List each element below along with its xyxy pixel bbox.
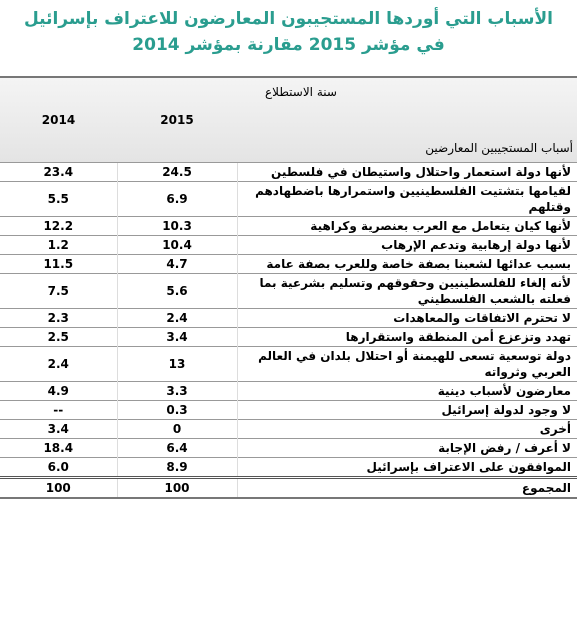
value-cell: 6.4 — [117, 438, 238, 458]
value-cell: 8.9 — [117, 457, 238, 478]
table-row: لأنها دولة إرهابية وتدعم الإرهاب 10.4 1.2 — [0, 235, 577, 255]
value-cell: 10.3 — [117, 216, 238, 236]
table-row: لأنها كيان يتعامل مع العرب بعنصرية وكراه… — [0, 216, 577, 236]
reason-cell: الموافقون على الاعتراف بإسرائيل — [237, 457, 577, 478]
reason-cell: دولة توسعية تسعى للهيمنة أو احتلال بلدان… — [237, 346, 577, 382]
reason-cell: تهدد وتزعزع أمن المنطقة واستقرارها — [237, 327, 577, 347]
value-cell: 10.4 — [117, 235, 238, 255]
value-cell: 18.4 — [0, 438, 118, 458]
value-cell: 100 — [117, 476, 238, 499]
value-cell: 2.4 — [0, 346, 118, 382]
table-body: لأنها دولة استعمار واحتلال واستيطان في ف… — [0, 162, 577, 499]
reason-cell: لأنها كيان يتعامل مع العرب بعنصرية وكراه… — [237, 216, 577, 236]
value-cell: 3.3 — [117, 381, 238, 401]
value-cell: 4.9 — [0, 381, 118, 401]
reason-cell: معارضون لأسباب دينية — [237, 381, 577, 401]
value-cell: 7.5 — [0, 273, 118, 309]
header-row: سنة الاستطلاع أسباب المستجيبين المعارضين… — [0, 76, 577, 163]
table-row: لأنه إلغاء للفلسطينيين وحقوقهم وتسليم بش… — [0, 273, 577, 309]
reason-cell: لأنه إلغاء للفلسطينيين وحقوقهم وتسليم بش… — [237, 273, 577, 309]
value-cell: 23.4 — [0, 162, 118, 182]
value-cell: 100 — [0, 476, 118, 499]
value-cell: 3.4 — [0, 419, 118, 439]
table-row: أخرى 0 3.4 — [0, 419, 577, 439]
reason-cell: لا أعرف / رفض الإجابة — [237, 438, 577, 458]
value-cell: 2.3 — [0, 308, 118, 328]
reason-cell: بسبب عدائها لشعبنا بصفة خاصة وللعرب بصفة… — [237, 254, 577, 274]
reason-cell: لقيامها بتشتيت الفلسطينيين واستمرارها با… — [237, 181, 577, 217]
value-cell: 4.7 — [117, 254, 238, 274]
value-cell: 6.0 — [0, 457, 118, 478]
reason-cell: أخرى — [237, 419, 577, 439]
table-row: تهدد وتزعزع أمن المنطقة واستقرارها 3.4 2.5 — [0, 327, 577, 347]
value-cell: 5.6 — [117, 273, 238, 309]
table-row: معارضون لأسباب دينية 3.3 4.9 — [0, 381, 577, 401]
table-row: الموافقون على الاعتراف بإسرائيل 8.9 6.0 — [0, 457, 577, 478]
title-line: في مؤشر 2015 مقارنة بمؤشر 2014 — [132, 35, 445, 55]
value-cell: 1.2 — [0, 235, 118, 255]
column-header: 2015 — [117, 76, 237, 163]
value-cell: 2.4 — [117, 308, 238, 328]
table-row: لا تحترم الاتفاقات والمعاهدات 2.4 2.3 — [0, 308, 577, 328]
corner-bottom: أسباب المستجيبين المعارضين — [425, 141, 573, 155]
value-cell: 13 — [117, 346, 238, 382]
table: سنة الاستطلاع أسباب المستجيبين المعارضين… — [0, 76, 577, 499]
value-cell: 0 — [117, 419, 238, 439]
value-cell: -- — [0, 400, 118, 420]
title: الأسباب التي أوردها المستجيبون المعارضون… — [0, 0, 577, 76]
value-cell: 2.5 — [0, 327, 118, 347]
value-cell: 0.3 — [117, 400, 238, 420]
table-row: المجموع 100 100 — [0, 476, 577, 499]
table-row: لأنها دولة استعمار واحتلال واستيطان في ف… — [0, 162, 577, 182]
table-row: لا وجود لدولة إسرائيل 0.3 -- — [0, 400, 577, 420]
reason-cell: لا وجود لدولة إسرائيل — [237, 400, 577, 420]
corner-top: سنة الاستطلاع — [265, 85, 337, 99]
value-cell: 24.5 — [117, 162, 238, 182]
value-cell: 6.9 — [117, 181, 238, 217]
value-cell: 3.4 — [117, 327, 238, 347]
table-row: لا أعرف / رفض الإجابة 6.4 18.4 — [0, 438, 577, 458]
table-row: دولة توسعية تسعى للهيمنة أو احتلال بلدان… — [0, 346, 577, 382]
title-line: الأسباب التي أوردها المستجيبون المعارضون… — [23, 9, 554, 29]
reason-cell: المجموع — [237, 476, 577, 499]
value-cell: 12.2 — [0, 216, 118, 236]
reason-cell: لأنها دولة استعمار واحتلال واستيطان في ف… — [237, 162, 577, 182]
corner-cell: سنة الاستطلاع أسباب المستجيبين المعارضين — [237, 76, 577, 163]
value-cell: 5.5 — [0, 181, 118, 217]
reason-cell: لأنها دولة إرهابية وتدعم الإرهاب — [237, 235, 577, 255]
column-header: 2014 — [0, 76, 117, 163]
table-row: بسبب عدائها لشعبنا بصفة خاصة وللعرب بصفة… — [0, 254, 577, 274]
value-cell: 11.5 — [0, 254, 118, 274]
table-row: لقيامها بتشتيت الفلسطينيين واستمرارها با… — [0, 181, 577, 217]
reason-cell: لا تحترم الاتفاقات والمعاهدات — [237, 308, 577, 328]
